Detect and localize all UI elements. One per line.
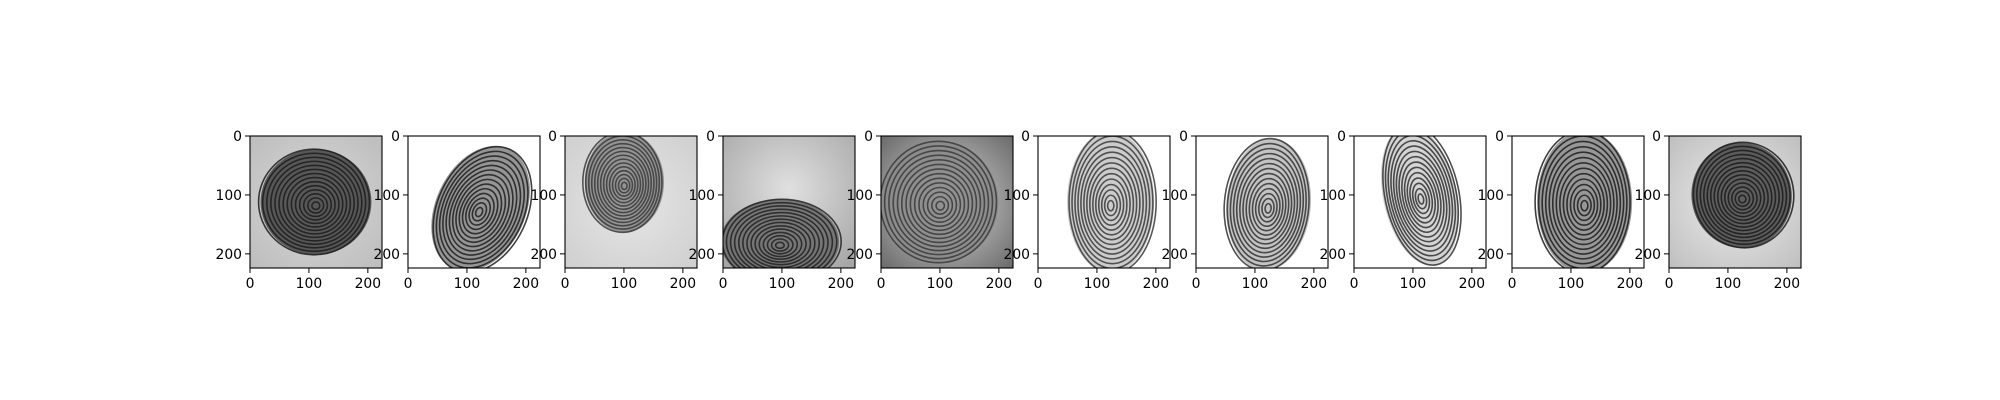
axes-frame	[249, 135, 383, 269]
y-tick-label: 100	[530, 188, 557, 204]
x-tick-label: 0	[1192, 276, 1201, 292]
x-tick-label: 200	[355, 276, 382, 292]
x-tick-label: 0	[877, 276, 886, 292]
x-tick-label: 100	[454, 276, 481, 292]
x-tick-label: 200	[1459, 276, 1486, 292]
y-tick-label: 100	[688, 188, 715, 204]
y-tick-label: 100	[1634, 188, 1661, 204]
y-tick-label: 0	[391, 129, 400, 145]
x-tick-label: 100	[1242, 276, 1269, 292]
y-tick-label: 200	[1319, 247, 1346, 263]
fingerprint-image-3	[565, 136, 697, 268]
x-tick-label: 0	[1508, 276, 1517, 292]
y-tick-label: 100	[373, 188, 400, 204]
x-tick-label: 200	[828, 276, 855, 292]
axes-frame	[722, 135, 856, 269]
y-tick-label: 0	[1021, 129, 1030, 145]
axes-frame	[880, 135, 1014, 269]
y-tick-label: 100	[1477, 188, 1504, 204]
y-tick-label: 200	[530, 247, 557, 263]
x-tick-label: 0	[719, 276, 728, 292]
y-tick-label: 100	[1003, 188, 1030, 204]
x-tick-label: 100	[769, 276, 796, 292]
y-tick-label: 0	[1495, 129, 1504, 145]
y-tick-label: 100	[215, 188, 242, 204]
x-tick-label: 200	[1774, 276, 1801, 292]
y-tick-label: 0	[1337, 129, 1346, 145]
y-tick-label: 200	[688, 247, 715, 263]
y-tick-label: 0	[1652, 129, 1661, 145]
axes-frame	[407, 135, 541, 269]
y-tick-label: 0	[706, 129, 715, 145]
y-tick-label: 0	[233, 129, 242, 145]
fingerprint-image-9	[1512, 136, 1644, 268]
y-tick-label: 200	[373, 247, 400, 263]
x-tick-label: 100	[1084, 276, 1111, 292]
y-tick-label: 200	[1161, 247, 1188, 263]
x-tick-label: 100	[1400, 276, 1427, 292]
x-tick-label: 200	[1301, 276, 1328, 292]
x-tick-label: 0	[1665, 276, 1674, 292]
x-tick-label: 100	[296, 276, 323, 292]
fingerprint-image-7	[1196, 136, 1328, 268]
x-tick-label: 200	[513, 276, 540, 292]
fingerprint-image-8	[1354, 136, 1486, 268]
fingerprint-image-6	[1038, 136, 1170, 268]
y-tick-label: 200	[1003, 247, 1030, 263]
y-tick-label: 200	[1477, 247, 1504, 263]
x-tick-label: 100	[1715, 276, 1742, 292]
x-tick-label: 0	[1350, 276, 1359, 292]
x-tick-label: 100	[611, 276, 638, 292]
x-tick-label: 200	[1143, 276, 1170, 292]
y-tick-label: 100	[846, 188, 873, 204]
y-tick-label: 200	[215, 247, 242, 263]
y-tick-label: 0	[548, 129, 557, 145]
fingerprint-image-10	[1669, 136, 1801, 268]
y-tick-label: 200	[1634, 247, 1661, 263]
y-tick-label: 100	[1161, 188, 1188, 204]
x-tick-label: 200	[986, 276, 1013, 292]
x-tick-label: 100	[1558, 276, 1585, 292]
axes-frame	[1037, 135, 1171, 269]
y-tick-label: 200	[846, 247, 873, 263]
fingerprint-image-1	[250, 136, 382, 268]
fingerprint-image-4	[723, 136, 855, 268]
fingerprint-image-5	[881, 136, 1013, 268]
axes-frame	[564, 135, 698, 269]
x-tick-label: 0	[246, 276, 255, 292]
axes-frame	[1353, 135, 1487, 269]
x-tick-label: 0	[1034, 276, 1043, 292]
y-tick-label: 0	[864, 129, 873, 145]
fingerprint-image-2	[408, 136, 540, 268]
y-tick-label: 100	[1319, 188, 1346, 204]
x-tick-label: 200	[1617, 276, 1644, 292]
x-tick-label: 0	[561, 276, 570, 292]
x-tick-label: 0	[404, 276, 413, 292]
y-tick-label: 0	[1179, 129, 1188, 145]
axes-frame	[1668, 135, 1802, 269]
axes-frame	[1195, 135, 1329, 269]
x-tick-label: 200	[670, 276, 697, 292]
x-tick-label: 100	[927, 276, 954, 292]
axes-frame	[1511, 135, 1645, 269]
